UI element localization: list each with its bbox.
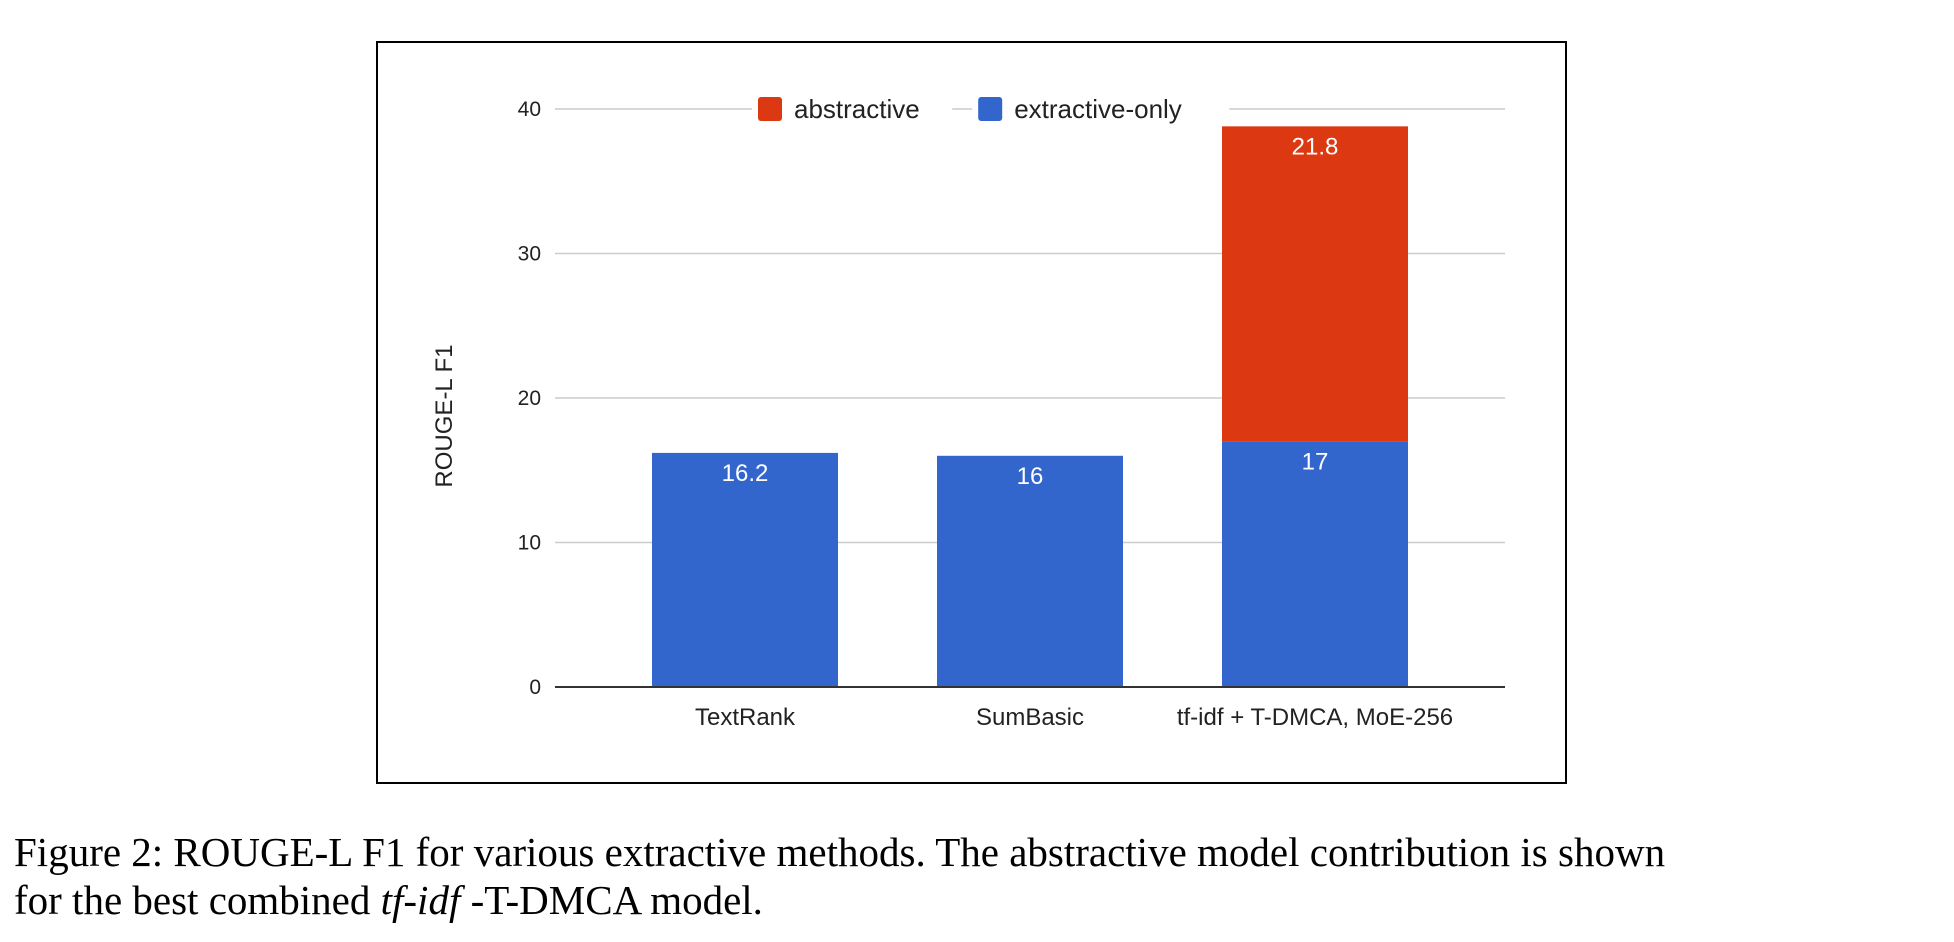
figure-caption: Figure 2: ROUGE-L F1 for various extract…	[14, 828, 1944, 924]
x-category-label: tf-idf + T-DMCA, MoE-256	[1177, 704, 1453, 731]
figure-frame: 16.2 16 17 21.8 0 10 20 30 40 TextRank SumBasic tf…	[376, 41, 1567, 784]
legend-swatch	[978, 97, 1003, 121]
y-tick-label: 10	[518, 532, 541, 555]
caption-line-2-italic: tf-idf	[380, 877, 461, 923]
bar-chart: 16.2 16 17 21.8 0 10 20 30 40 TextRank SumBasic tf…	[431, 93, 1505, 731]
axes: 0 10 20 30 40 TextRank SumBasic tf-idf + T-DMCA…	[518, 98, 1505, 731]
bar-abstractive	[1222, 126, 1408, 442]
legend-label: abstractive	[794, 94, 920, 124]
y-tick-label: 20	[518, 387, 541, 410]
bars	[652, 126, 1408, 687]
data-label: 16	[1017, 463, 1044, 490]
legend-item-abstractive: abstractive	[752, 93, 953, 125]
bar-extractive-only	[1222, 441, 1408, 687]
bar-extractive-only	[652, 452, 838, 687]
legend-item-bg	[972, 93, 1230, 125]
y-tick-label: 30	[518, 243, 541, 266]
bar-extractive-only	[937, 455, 1123, 687]
data-label: 17	[1302, 448, 1329, 475]
legend-item-bg	[752, 93, 953, 125]
legend: abstractive extractive-only	[752, 93, 1230, 125]
data-label: 21.8	[1292, 133, 1339, 160]
caption-line-1: Figure 2: ROUGE-L F1 for various extract…	[14, 829, 1666, 875]
caption-line-2: for the best combined tf-idf -T-DMCA mod…	[14, 876, 1944, 924]
data-label: 16.2	[722, 460, 769, 487]
data-labels: 16.2 16 17 21.8	[722, 133, 1339, 489]
x-category-label: TextRank	[695, 704, 796, 731]
y-tick-label: 0	[529, 676, 541, 699]
caption-line-2-suffix: -T-DMCA model.	[460, 877, 763, 923]
y-tick-label: 40	[518, 98, 541, 121]
legend-swatch	[758, 97, 782, 121]
x-category-label: SumBasic	[976, 704, 1084, 731]
caption-line-2-prefix: for the best combined	[14, 877, 381, 923]
y-axis-title: ROUGE-L F1	[431, 344, 458, 487]
legend-item-extractive-only: extractive-only	[972, 93, 1230, 125]
legend-label: extractive-only	[1014, 94, 1182, 124]
